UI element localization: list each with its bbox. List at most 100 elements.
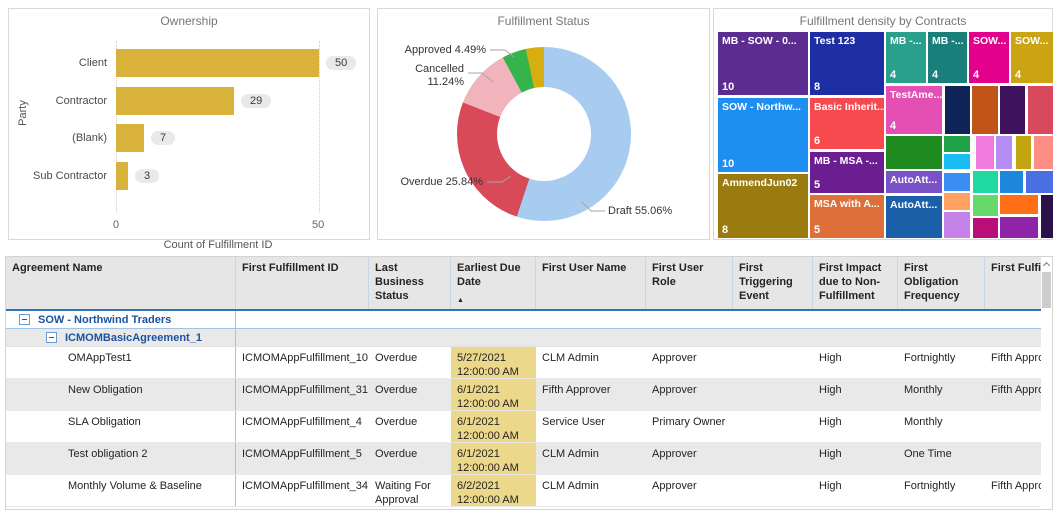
table-group-row[interactable]: SOW - Northwind Traders <box>6 311 1052 329</box>
col-header-earliest-due-date[interactable]: Earliest Due Date ▲ <box>451 257 536 309</box>
treemap-tile[interactable] <box>1028 86 1053 134</box>
table-scrollbar[interactable] <box>1041 257 1052 509</box>
collapse-icon[interactable] <box>19 314 30 325</box>
cell-user-role: Approver <box>652 448 697 460</box>
bar-sub-contractor[interactable] <box>116 161 128 190</box>
treemap-tile[interactable] <box>973 195 998 216</box>
treemap-tile[interactable] <box>1026 171 1053 193</box>
col-header-first-fulfillment-id[interactable]: First Fulfillment ID <box>236 257 369 309</box>
cell-earliest-due-date: 6/1/2021 12:00:00 AM <box>451 443 536 474</box>
treemap-tile[interactable] <box>886 136 942 169</box>
treemap-tile[interactable]: MSA with A... 5 <box>810 195 884 238</box>
table-row[interactable]: Test obligation 2 ICMOMAppFulfillment_5 Ov… <box>6 443 1052 475</box>
sort-ascending-icon[interactable]: ▲ <box>457 297 464 304</box>
treemap-tile[interactable]: SOW - Northw... 10 <box>718 98 808 172</box>
due-time: 12:00:00 AM <box>457 494 519 506</box>
ownership-plot: 0 50 Count of Fulfillment ID Client 50 Con… <box>9 35 369 251</box>
cell-earliest-due-date: 5/27/2021 12:00:00 AM <box>451 347 536 378</box>
col-header-first-triggering-event[interactable]: First Triggering Event <box>733 257 813 309</box>
treemap-tile-label: Test 123 <box>814 35 856 47</box>
treemap-tile[interactable]: MB - MSA -... 5 <box>810 152 884 193</box>
treemap-tile[interactable]: AutoAtt... <box>886 196 942 238</box>
treemap-tile[interactable] <box>944 193 970 210</box>
col-header-first-fulfill[interactable]: First Fulfill <box>991 262 1048 274</box>
treemap-tile[interactable]: AmmendJun02 8 <box>718 174 808 238</box>
table-row[interactable]: Monthly Volume & Baseline ICMOMAppFulfill… <box>6 475 1052 507</box>
cell-first-fulfill: Fifth Approv <box>991 480 1050 492</box>
treemap-tile[interactable] <box>944 136 970 152</box>
cell-impact: High <box>819 352 842 364</box>
fulfillment-status-panel: Fulfillment Status Approved 4.49% Cancel… <box>377 8 710 240</box>
bar-client[interactable] <box>116 49 319 77</box>
treemap-tile[interactable] <box>944 173 970 191</box>
cell-business-status: Overdue <box>375 416 418 428</box>
col-header-agreement-name[interactable]: Agreement Name <box>6 257 236 309</box>
scroll-up-icon[interactable] <box>1041 257 1052 270</box>
cell-fulfillment-id: ICMOMAppFulfillment_4 <box>242 416 362 428</box>
scrollbar-thumb[interactable] <box>1042 272 1051 308</box>
treemap-tile[interactable]: Basic Inherit... 6 <box>810 98 884 149</box>
group-label: ICMOMBasicAgreement_1 <box>65 331 202 344</box>
cell-obligation-frequency: Monthly <box>904 416 943 428</box>
treemap-tile[interactable] <box>976 136 994 169</box>
cell-triggering-event <box>733 379 813 410</box>
treemap-tile[interactable] <box>1034 136 1053 169</box>
cell-first-fulfill: Fifth Approv <box>991 352 1050 364</box>
x-axis-title: Count of Fulfillment ID <box>163 239 273 251</box>
table-group-row[interactable]: ICMOMBasicAgreement_1 <box>6 329 1052 347</box>
treemap-tile[interactable]: MB -... 4 <box>886 32 926 83</box>
category-label: Sub Contractor <box>33 169 107 182</box>
cell-user-role: Approver <box>652 352 697 364</box>
donut[interactable] <box>457 47 631 221</box>
treemap-tile-label: AmmendJun02 <box>722 177 798 189</box>
col-header-first-user-role[interactable]: First User Role <box>646 257 733 309</box>
treemap-tile[interactable] <box>944 212 970 238</box>
col-header-first-user-name[interactable]: First User Name <box>536 257 646 309</box>
treemap-tile[interactable] <box>1000 217 1038 238</box>
treemap-tile[interactable]: MB -... 4 <box>928 32 967 83</box>
treemap-tile[interactable] <box>973 218 998 238</box>
treemap-tile[interactable] <box>973 171 998 193</box>
treemap-tile[interactable] <box>945 86 970 134</box>
treemap-tile-value: 10 <box>722 81 735 93</box>
treemap-tile[interactable]: TestAme... 4 <box>886 86 942 134</box>
treemap-tile[interactable] <box>1000 86 1025 134</box>
treemap-tile[interactable]: SOW... 4 <box>969 32 1009 83</box>
treemap-tile-label: SOW... <box>1015 35 1049 47</box>
treemap-tile-label: SOW... <box>973 35 1007 47</box>
group-label: SOW - Northwind Traders <box>38 313 172 326</box>
cell-fulfillment-id: ICMOMAppFulfillment_5 <box>242 448 362 460</box>
col-header-first-impact[interactable]: First Impact due to Non-Fulfillment <box>813 257 898 309</box>
fulfillment-table: Agreement Name First Fulfillment ID Last… <box>5 256 1053 510</box>
bar-contractor[interactable] <box>116 86 234 115</box>
cell-business-status: Overdue <box>375 448 418 460</box>
treemap-tile[interactable]: AutoAtt... <box>886 171 942 193</box>
bar--blank-[interactable] <box>116 124 144 152</box>
col-header-last-business-status[interactable]: Last Business Status <box>369 257 451 309</box>
treemap-tile[interactable] <box>1000 171 1023 193</box>
treemap-tile[interactable]: Test 123 8 <box>810 32 884 95</box>
cell-user-name: Service User <box>542 416 605 428</box>
treemap-tile[interactable] <box>1041 195 1053 238</box>
treemap-tile-value: 4 <box>890 69 897 81</box>
treemap-tile[interactable]: SOW... 4 <box>1011 32 1053 83</box>
table-row[interactable]: OMAppTest1 ICMOMAppFulfillment_10 Overdue 5… <box>6 347 1052 379</box>
treemap-tile[interactable] <box>996 136 1012 169</box>
cell-agreement-name: New Obligation <box>6 379 236 410</box>
row-filler <box>236 329 1052 346</box>
treemap-tile[interactable]: MB - SOW - 0... 10 <box>718 32 808 95</box>
treemap-tile[interactable] <box>1000 195 1038 214</box>
treemap-tile[interactable] <box>944 154 970 169</box>
treemap-tile-label: MB - SOW - 0... <box>722 35 797 47</box>
due-time: 12:00:00 AM <box>457 462 519 474</box>
treemap-tile[interactable] <box>972 86 998 134</box>
table-body: SOW - Northwind Traders ICMOMBasicAgreeme… <box>6 311 1052 507</box>
slice-label-overdue: Overdue 25.84% <box>400 176 483 188</box>
table-row[interactable]: New Obligation ICMOMAppFulfillment_31 Over… <box>6 379 1052 411</box>
collapse-icon[interactable] <box>46 332 57 343</box>
table-row[interactable]: SLA Obligation ICMOMAppFulfillment_4 Overd… <box>6 411 1052 443</box>
treemap-tile[interactable] <box>1016 136 1031 169</box>
col-header-first-obligation-frequency[interactable]: First Obligation Frequency <box>898 257 985 309</box>
cell-fulfillment-id: ICMOMAppFulfillment_10 <box>242 352 368 364</box>
category-label: Client <box>78 57 107 69</box>
